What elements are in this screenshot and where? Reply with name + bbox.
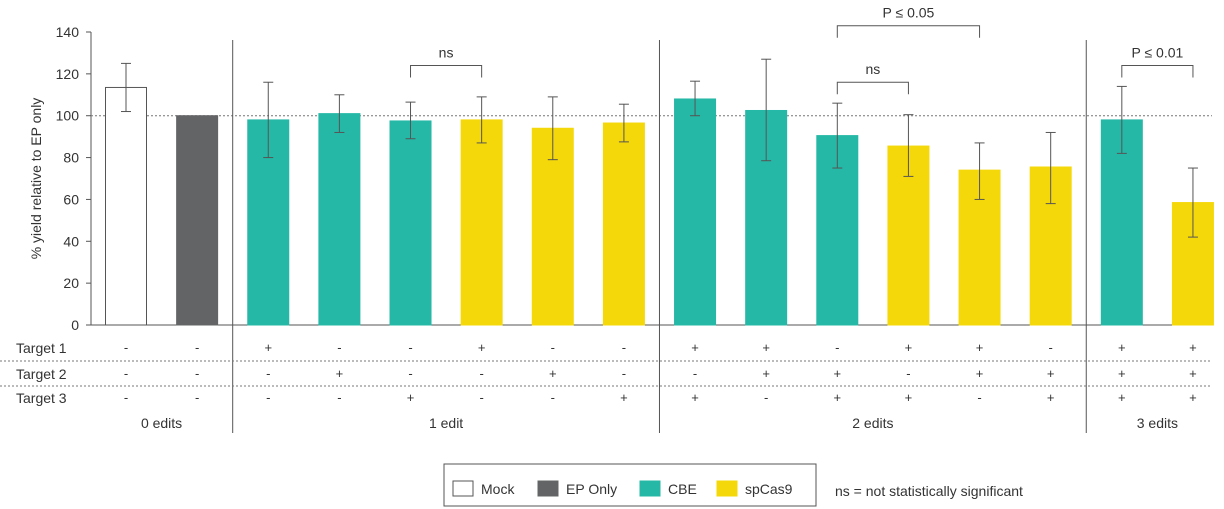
target-cell: +: [762, 340, 770, 355]
target-cell: -: [266, 366, 270, 381]
target-cell: +: [1118, 340, 1126, 355]
significance-label: ns: [865, 61, 880, 77]
target-cell: -: [977, 390, 981, 405]
target-cell: +: [1118, 390, 1126, 405]
y-tick-label: 80: [63, 150, 79, 166]
target-row-label: Target 2: [16, 366, 67, 382]
target-cell: -: [408, 340, 412, 355]
target-cell: +: [976, 366, 984, 381]
target-cell: -: [195, 340, 199, 355]
target-cell: -: [337, 340, 341, 355]
significance-label: ns: [439, 44, 454, 60]
legend-swatch: [639, 480, 661, 497]
y-axis-title: % yield relative to EP only: [28, 98, 44, 260]
target-cell: -: [622, 366, 626, 381]
target-cell: +: [620, 390, 628, 405]
target-cell: +: [1189, 340, 1197, 355]
target-cell: -: [479, 390, 483, 405]
target-cell: -: [764, 390, 768, 405]
bar-cbe: [389, 120, 432, 326]
group-label: 3 edits: [1137, 415, 1178, 431]
significance-label: P ≤ 0.05: [883, 5, 935, 21]
y-tick-label: 0: [71, 317, 79, 333]
target-cell: -: [266, 390, 270, 405]
group-label: 2 edits: [852, 415, 893, 431]
target-row-label: Target 3: [16, 390, 67, 406]
target-cell: +: [1118, 366, 1126, 381]
bar-mock: [105, 86, 147, 326]
target-cell: -: [1049, 340, 1053, 355]
bar-ep-only: [176, 115, 219, 326]
target-cell: -: [551, 390, 555, 405]
target-cell: +: [834, 366, 842, 381]
bar-spcas9: [460, 119, 503, 326]
target-cell: +: [549, 366, 557, 381]
legend-label: EP Only: [566, 481, 617, 497]
legend-swatch: [716, 480, 738, 497]
significance-bracket: [1121, 64, 1194, 78]
target-cell: +: [1047, 390, 1055, 405]
y-tick-label: 20: [63, 275, 79, 291]
y-tick-label: 100: [56, 108, 80, 124]
target-cell: +: [1189, 366, 1197, 381]
legend-label: Mock: [481, 481, 515, 497]
target-cell: -: [195, 390, 199, 405]
target-cell: -: [906, 366, 910, 381]
target-cell: -: [408, 366, 412, 381]
target-cell: +: [478, 340, 486, 355]
target-cell: +: [691, 340, 699, 355]
target-cell: -: [337, 390, 341, 405]
target-cell: -: [551, 340, 555, 355]
legend-label: CBE: [668, 481, 697, 497]
target-cell: -: [124, 340, 128, 355]
target-cell: +: [905, 390, 913, 405]
bar-cbe: [318, 113, 361, 326]
legend-swatch: [537, 480, 559, 497]
footnote: ns = not statistically significant: [835, 483, 1023, 499]
group-label: 1 edit: [429, 415, 463, 431]
bar-spcas9: [602, 122, 645, 326]
target-cell: +: [336, 366, 344, 381]
target-cell: -: [124, 366, 128, 381]
y-tick-label: 40: [63, 233, 79, 249]
target-cell: -: [693, 366, 697, 381]
legend-box: [443, 463, 817, 507]
target-cell: +: [264, 340, 272, 355]
bar-cbe: [1100, 119, 1143, 326]
y-tick-label: 60: [63, 191, 79, 207]
target-cell: -: [124, 390, 128, 405]
target-cell: +: [762, 366, 770, 381]
target-cell: -: [195, 366, 199, 381]
target-cell: -: [835, 340, 839, 355]
y-tick-label: 140: [56, 24, 80, 40]
group-label: 0 edits: [141, 415, 182, 431]
y-tick-label: 120: [56, 66, 80, 82]
significance-bracket: [836, 81, 909, 95]
significance-bracket: [836, 25, 981, 38]
target-cell: +: [691, 390, 699, 405]
target-cell: +: [407, 390, 415, 405]
bar-cbe: [674, 98, 717, 326]
significance-label: P ≤ 0.01: [1131, 44, 1183, 60]
legend-label: spCas9: [745, 481, 793, 497]
target-cell: +: [905, 340, 913, 355]
legend-swatch: [452, 480, 474, 497]
target-cell: -: [479, 366, 483, 381]
bar-spcas9: [531, 127, 574, 326]
target-cell: +: [1189, 390, 1197, 405]
target-cell: -: [622, 340, 626, 355]
target-cell: +: [834, 390, 842, 405]
target-row-label: Target 1: [16, 340, 67, 356]
target-cell: +: [976, 340, 984, 355]
target-cell: +: [1047, 366, 1055, 381]
significance-bracket: [410, 64, 483, 78]
